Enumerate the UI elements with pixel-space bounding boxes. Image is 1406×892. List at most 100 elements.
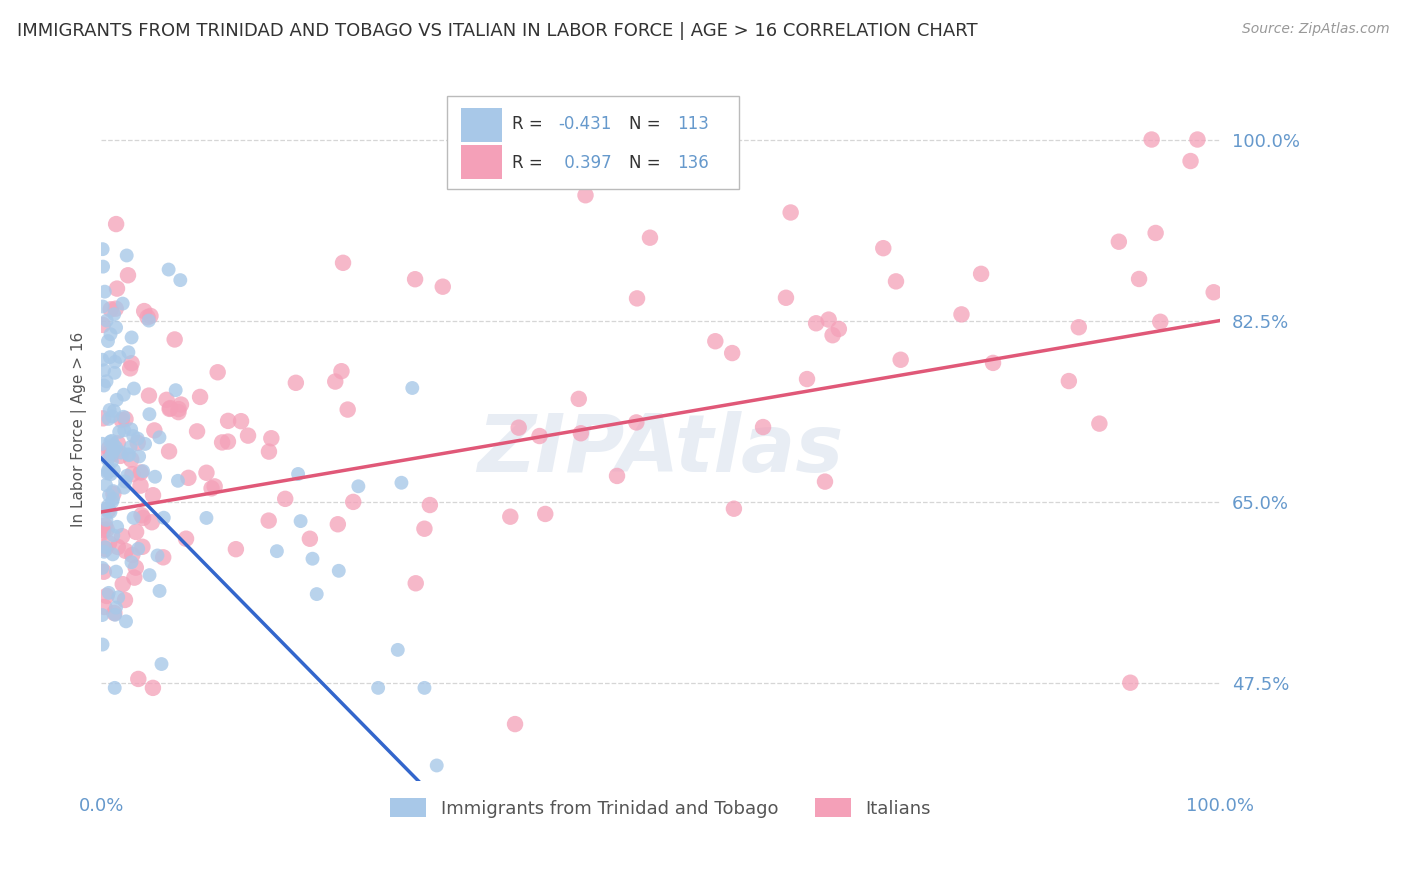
Point [1119,675,1142,690]
Point [101,547,124,561]
Point [110,449,132,463]
Point [138,407,160,421]
Point [1140,132,1163,146]
Point [419,498,441,512]
Point [103,438,125,452]
Point [97,452,120,467]
Point [97,412,120,426]
Point [103,484,125,499]
Point [104,681,127,695]
Point [121,356,143,370]
Point [217,434,239,449]
Point [138,388,160,402]
Point [101,409,124,424]
Point [188,390,211,404]
FancyBboxPatch shape [461,108,502,142]
Point [96,589,118,603]
Point [821,328,844,343]
Point [105,600,128,615]
Point [1202,285,1225,300]
Point [1128,272,1150,286]
Point [91,437,114,451]
Point [405,576,427,591]
Point [159,401,181,416]
Point [103,487,125,501]
Point [98,488,121,502]
Point [167,402,190,417]
Point [120,361,142,376]
Point [111,577,134,591]
Point [298,532,321,546]
Point [112,409,135,424]
Point [152,550,174,565]
Point [367,681,389,695]
Point [326,517,349,532]
Point [229,414,252,428]
Point [828,322,851,336]
Point [94,540,117,554]
Point [114,593,136,607]
Point [101,454,124,468]
Point [152,510,174,524]
Point [103,606,125,620]
Point [110,445,132,459]
Point [117,345,139,359]
Point [94,285,117,299]
Point [117,447,139,461]
Point [100,505,122,519]
Point [534,507,557,521]
Point [890,352,912,367]
Point [97,499,120,513]
Point [139,309,162,323]
Point [127,435,149,450]
Point [148,430,170,444]
Point [143,424,166,438]
Point [100,302,122,317]
Point [207,365,229,379]
Point [96,523,118,537]
Point [723,501,745,516]
Point [122,382,145,396]
Point [118,448,141,462]
Point [426,758,449,772]
Point [170,398,193,412]
Point [91,300,114,314]
Point [103,463,125,477]
Point [129,466,152,480]
Point [574,188,596,202]
Point [155,392,177,407]
Point [142,681,165,695]
Point [96,313,118,327]
Point [114,412,136,426]
Point [97,586,120,600]
Point [529,429,551,443]
Point [103,307,125,321]
Point [290,514,312,528]
Point [301,551,323,566]
Point [323,375,346,389]
Point [387,643,409,657]
Point [195,466,218,480]
Point [211,435,233,450]
Point [91,638,114,652]
Point [96,513,118,527]
Point [100,448,122,462]
Point [98,434,121,449]
Point [131,508,153,523]
Text: R =: R = [512,154,548,172]
Point [93,378,115,392]
Point [138,313,160,327]
Point [91,242,114,256]
Point [330,364,353,378]
Text: 113: 113 [678,115,709,133]
Point [122,429,145,443]
Point [103,528,125,542]
Point [136,310,159,325]
Point [98,536,121,550]
Text: IMMIGRANTS FROM TRINIDAD AND TOBAGO VS ITALIAN IN LABOR FORCE | AGE > 16 CORRELA: IMMIGRANTS FROM TRINIDAD AND TOBAGO VS I… [17,22,977,40]
Point [752,420,775,434]
Point [117,268,139,283]
Point [115,615,138,629]
Point [332,256,354,270]
Point [115,248,138,262]
